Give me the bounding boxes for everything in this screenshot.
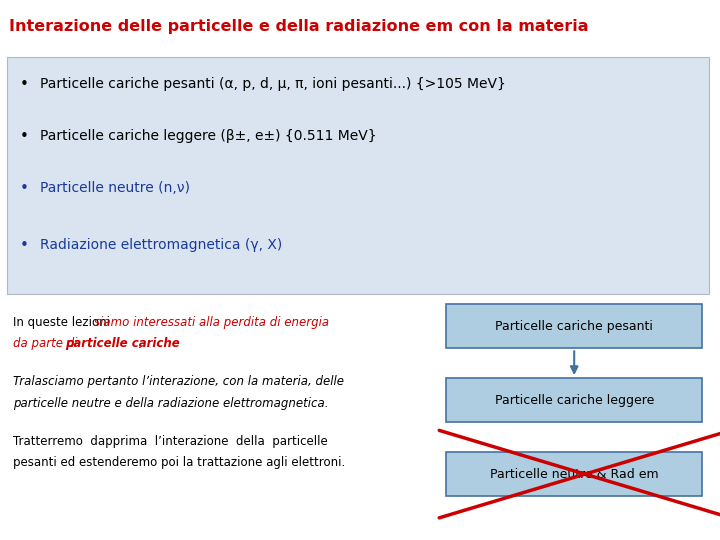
Text: •: • (20, 181, 29, 196)
Text: •: • (20, 238, 29, 253)
Text: particelle cariche: particelle cariche (66, 338, 180, 350)
Text: siamo interessati alla perdita di energia: siamo interessati alla perdita di energi… (94, 316, 330, 329)
Text: Particelle cariche leggere: Particelle cariche leggere (495, 394, 654, 407)
Text: •: • (20, 129, 29, 144)
Text: Particelle neutre & Rad em: Particelle neutre & Rad em (490, 468, 659, 481)
Text: Interazione delle particelle e della radiazione em con la materia: Interazione delle particelle e della rad… (9, 19, 589, 34)
Text: Radiazione elettromagnetica (γ, X): Radiazione elettromagnetica (γ, X) (40, 238, 282, 252)
Text: da parte di: da parte di (13, 338, 81, 350)
Text: pesanti ed estenderemo poi la trattazione agli elettroni.: pesanti ed estenderemo poi la trattazion… (13, 456, 345, 469)
Text: Particelle cariche pesanti: Particelle cariche pesanti (495, 320, 653, 333)
Text: particelle neutre e della radiazione elettromagnetica.: particelle neutre e della radiazione ele… (13, 397, 328, 410)
Text: .: . (138, 338, 141, 350)
Text: Tratterremo  dapprima  l’interazione  della  particelle: Tratterremo dapprima l’interazione della… (13, 435, 328, 448)
Bar (446, 378, 702, 422)
Text: Particelle neutre (n,ν): Particelle neutre (n,ν) (40, 181, 189, 195)
Text: Particelle cariche pesanti (α, p, d, μ, π, ioni pesanti...) {>105 MeV}: Particelle cariche pesanti (α, p, d, μ, … (40, 77, 505, 91)
Bar (446, 304, 702, 348)
Text: In queste lezioni: In queste lezioni (13, 316, 114, 329)
Bar (446, 452, 702, 496)
Text: •: • (20, 77, 29, 92)
Bar (7, 57, 709, 294)
Text: Particelle cariche leggere (β±, e±) {0.511 MeV}: Particelle cariche leggere (β±, e±) {0.5… (40, 129, 377, 143)
Text: Tralasciamo pertanto l’interazione, con la materia, delle: Tralasciamo pertanto l’interazione, con … (13, 375, 344, 388)
